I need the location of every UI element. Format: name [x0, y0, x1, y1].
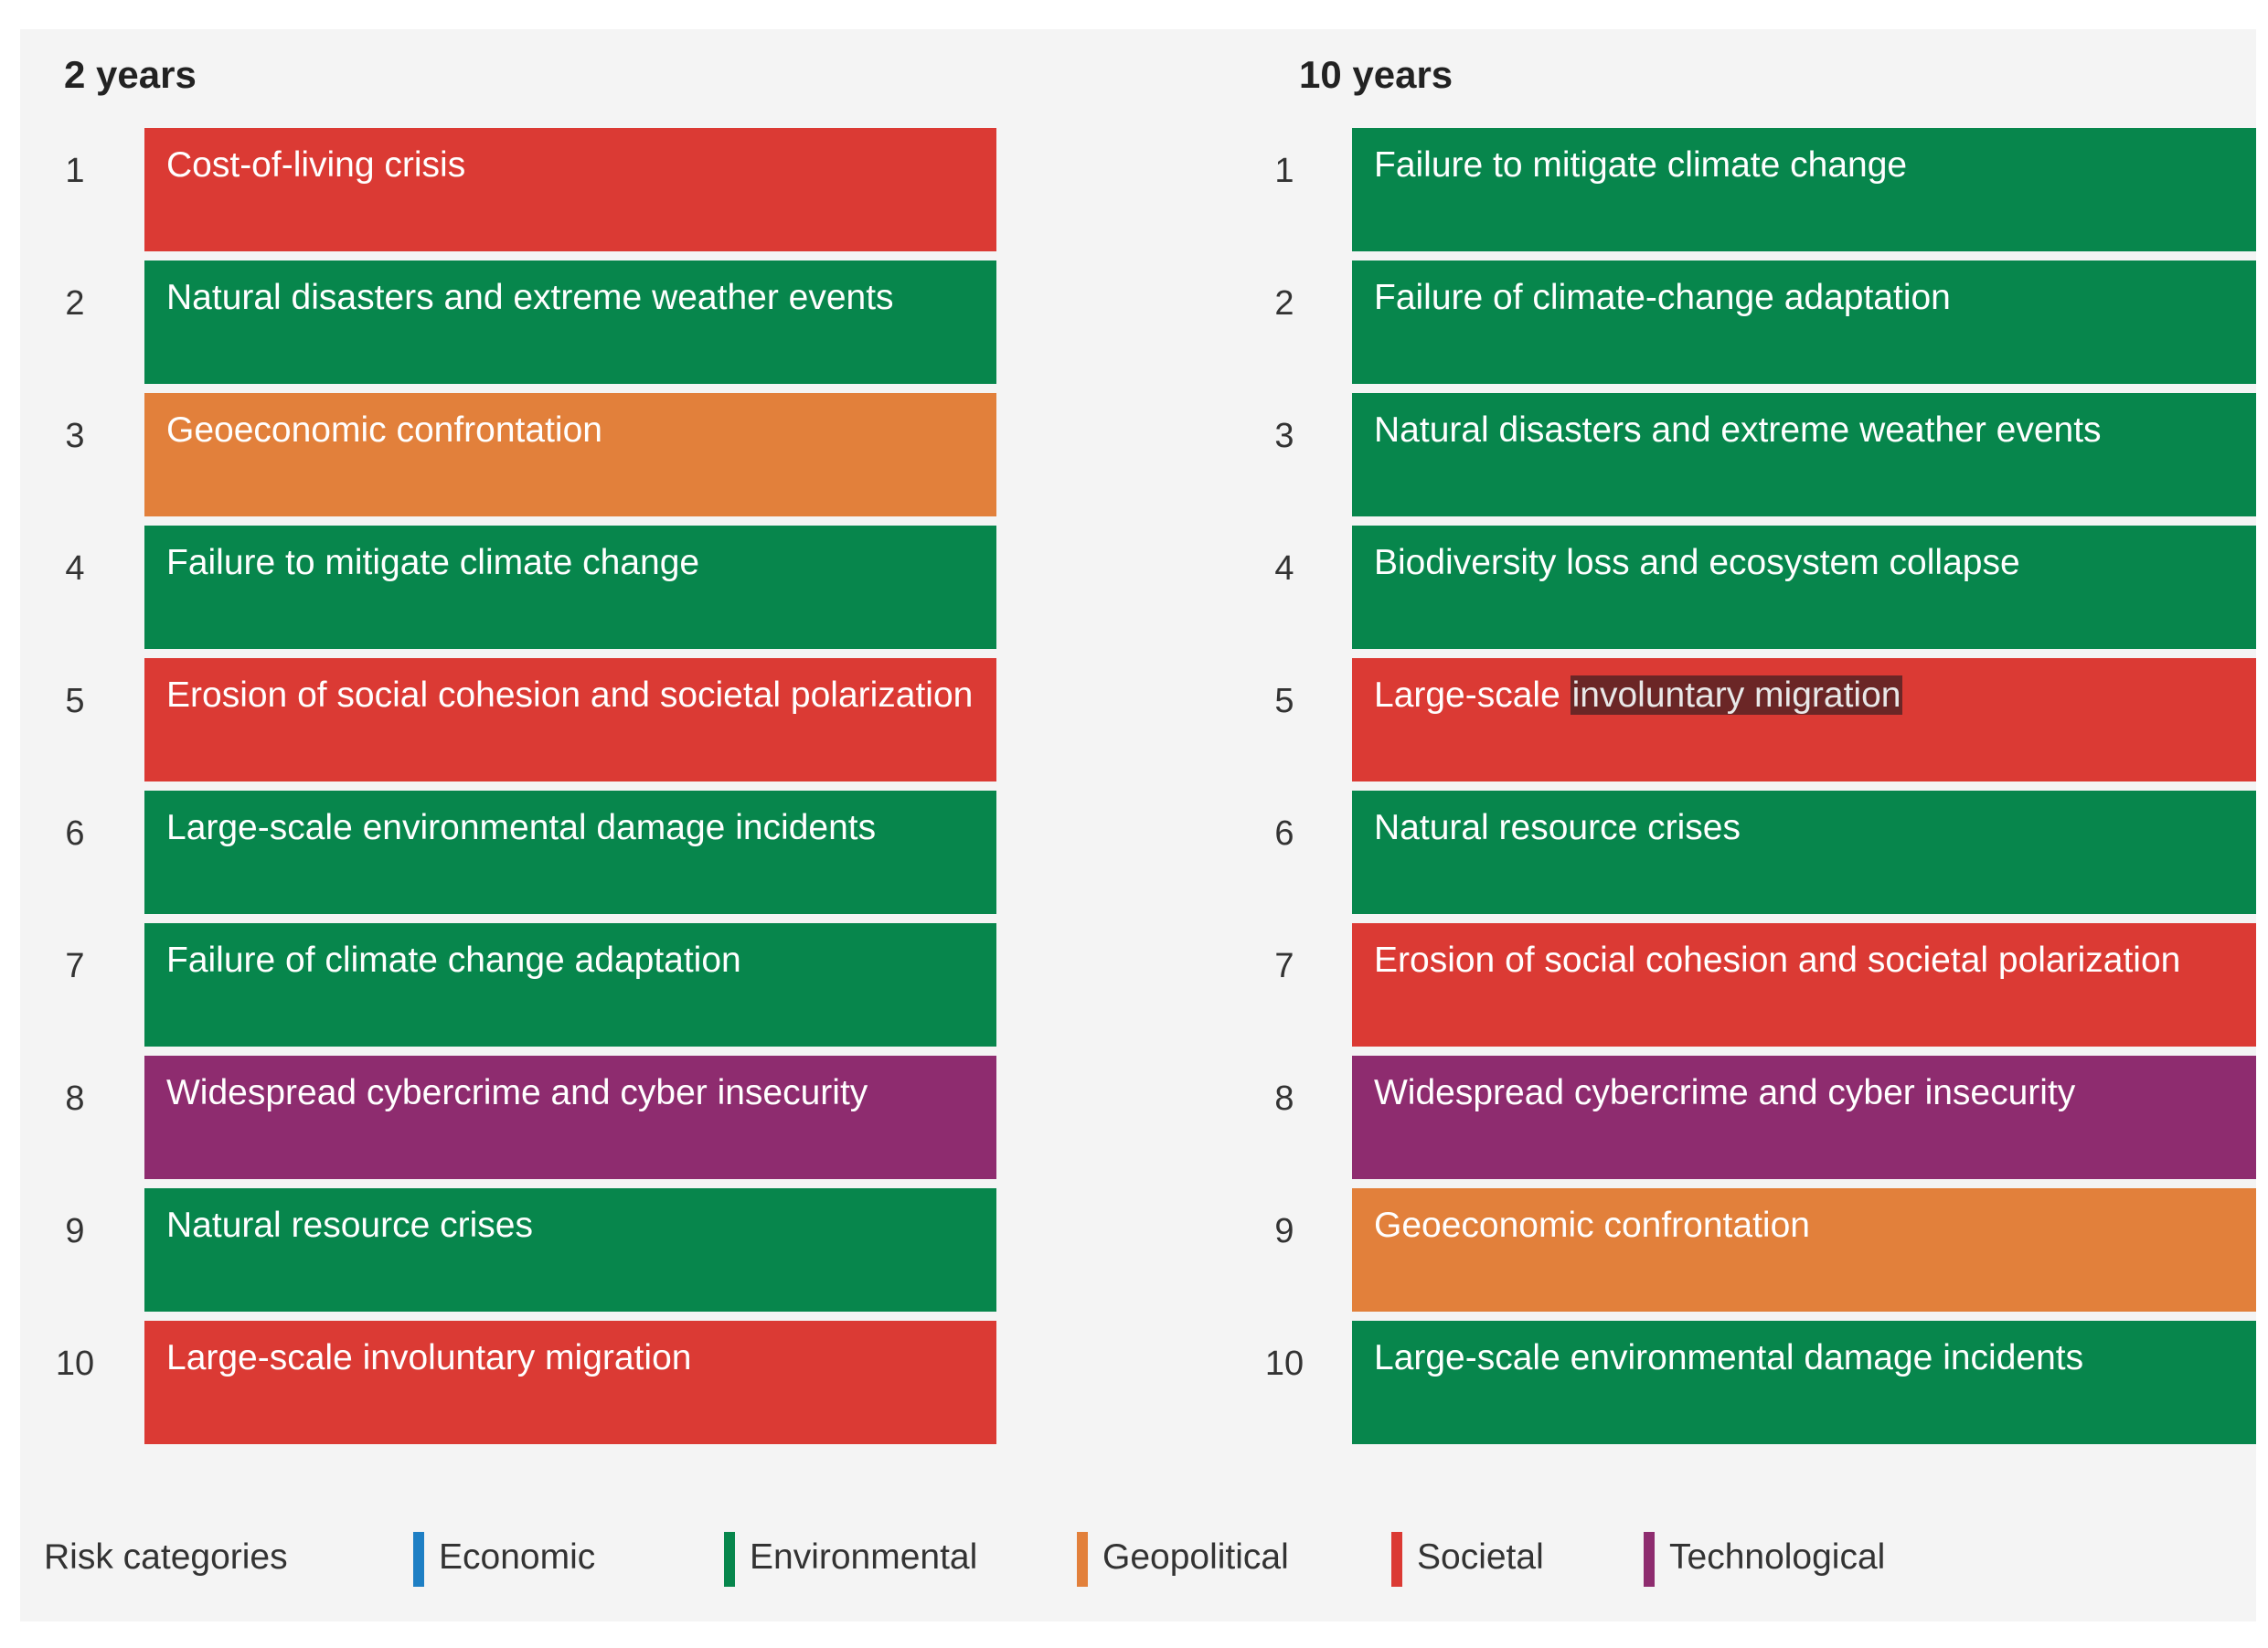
rank-number: 3 [1274, 417, 1294, 455]
rank-number: 9 [65, 1212, 85, 1250]
rank-number: 4 [1274, 549, 1294, 588]
risk-label: Large-scale environmental damage inciden… [166, 808, 877, 847]
risk-bar: Geoeconomic confrontation [1352, 1188, 2256, 1312]
risk-label: Large-scale environmental damage inciden… [1374, 1338, 2084, 1377]
rank-number: 3 [65, 417, 85, 455]
risk-bar: Erosion of social cohesion and societal … [1352, 923, 2256, 1047]
legend-title: Risk categories [44, 1537, 288, 1577]
rank-number: 2 [65, 284, 85, 323]
risk-label: Geoeconomic confrontation [166, 410, 602, 450]
risk-bar: Erosion of social cohesion and societal … [144, 658, 996, 781]
selected-text-highlight[interactable]: involuntary migration [1570, 675, 1903, 715]
rank-number: 10 [55, 1345, 95, 1383]
legend-label: Technological [1669, 1537, 1886, 1577]
risk-bar: Failure of climate-change adaptation [1352, 260, 2256, 384]
risk-bar: Widespread cybercrime and cyber insecuri… [1352, 1056, 2256, 1179]
risk-bar: Large-scale involuntary migration [1352, 658, 2256, 781]
risk-label: Natural disasters and extreme weather ev… [1374, 410, 2102, 450]
rank-number: 1 [1274, 152, 1294, 190]
risk-bar: Large-scale environmental damage inciden… [144, 791, 996, 914]
risk-label: Failure of climate-change adaptation [1374, 278, 1951, 317]
risk-bar: Natural disasters and extreme weather ev… [1352, 393, 2256, 516]
risk-bar: Large-scale environmental damage inciden… [1352, 1321, 2256, 1444]
legend-swatch [1391, 1532, 1402, 1587]
risk-label: Widespread cybercrime and cyber insecuri… [166, 1073, 868, 1112]
risk-ranking-panel: 2 years 1 Cost-of-living crisis 2 Natural d… [20, 29, 2256, 1621]
risk-label: Biodiversity loss and ecosystem collapse [1374, 543, 2020, 582]
legend-swatch [1644, 1532, 1655, 1587]
risk-label: Geoeconomic confrontation [1374, 1206, 1810, 1245]
rank-number: 7 [65, 947, 85, 985]
risk-label: Erosion of social cohesion and societal … [166, 675, 974, 715]
legend-label: Geopolitical [1102, 1537, 1289, 1577]
rank-number: 5 [65, 682, 85, 720]
risk-label: Failure to mitigate climate change [166, 543, 700, 582]
rank-number: 8 [65, 1079, 85, 1118]
risk-label: Failure of climate change adaptation [166, 941, 741, 980]
rank-number: 6 [65, 814, 85, 853]
legend-swatch [1077, 1532, 1088, 1587]
rank-number: 6 [1274, 814, 1294, 853]
risk-bar: Natural resource crises [144, 1188, 996, 1312]
risk-bar: Cost-of-living crisis [144, 128, 996, 251]
rank-number: 5 [1274, 682, 1294, 720]
rank-number: 1 [65, 152, 85, 190]
risk-bar: Natural resource crises [1352, 791, 2256, 914]
risk-label: Widespread cybercrime and cyber insecuri… [1374, 1073, 2076, 1112]
column-title: 10 years [1299, 53, 1453, 96]
risk-bar: Geoeconomic confrontation [144, 393, 996, 516]
rank-number: 10 [1264, 1345, 1304, 1383]
risk-bar: Failure to mitigate climate change [1352, 128, 2256, 251]
risk-bar: Biodiversity loss and ecosystem collapse [1352, 526, 2256, 649]
legend-swatch [724, 1532, 735, 1587]
risk-label: Large-scale [1374, 675, 1571, 715]
risk-label: Natural disasters and extreme weather ev… [166, 278, 894, 317]
legend-swatch [413, 1532, 424, 1587]
rank-number: 7 [1274, 947, 1294, 985]
risk-label: Failure to mitigate climate change [1374, 145, 1908, 185]
risk-label: Cost-of-living crisis [166, 145, 466, 185]
risk-bar: Failure to mitigate climate change [144, 526, 996, 649]
risk-label: Natural resource crises [166, 1206, 533, 1245]
rank-number: 4 [65, 549, 85, 588]
risk-bar: Widespread cybercrime and cyber insecuri… [144, 1056, 996, 1179]
rank-number: 9 [1274, 1212, 1294, 1250]
rank-number: 2 [1274, 284, 1294, 323]
risk-bar: Large-scale involuntary migration [144, 1321, 996, 1444]
legend-label: Economic [439, 1537, 596, 1577]
risk-label: Large-scale involuntary migration [166, 1338, 692, 1377]
rank-number: 8 [1274, 1079, 1294, 1118]
risk-bar: Failure of climate change adaptation [144, 923, 996, 1047]
legend-label: Societal [1417, 1537, 1544, 1577]
risk-label: Natural resource crises [1374, 808, 1741, 847]
risk-bar: Natural disasters and extreme weather ev… [144, 260, 996, 384]
risk-label: Erosion of social cohesion and societal … [1374, 941, 2181, 980]
legend-label: Environmental [750, 1537, 978, 1577]
column-title: 2 years [64, 53, 197, 96]
